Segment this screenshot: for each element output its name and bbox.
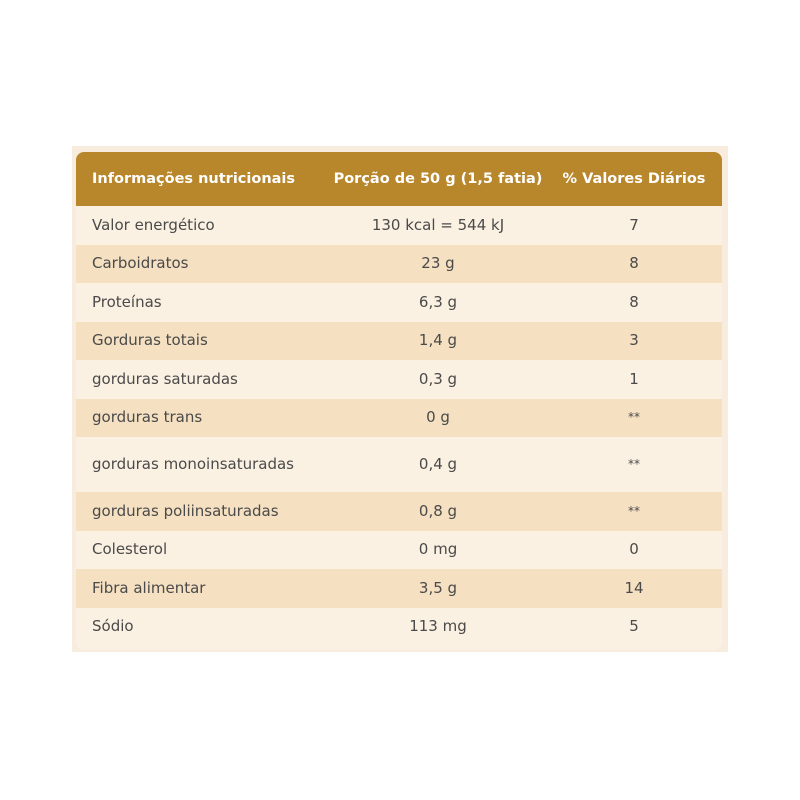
table-row: Sódio 113 mg 5 (76, 607, 722, 646)
table-header: Informações nutricionais Porção de 50 g … (76, 152, 722, 206)
portion-value: 113 mg (409, 617, 467, 636)
nutrient-name: Gorduras totais (92, 331, 208, 350)
table-row: gorduras poliinsaturadas 0,8 g ** (76, 492, 722, 531)
header-nutrient: Informações nutricionais (92, 171, 296, 187)
portion-value: 23 g (421, 254, 455, 273)
nutrient-name: gorduras saturadas (92, 369, 238, 388)
table-row: Valor energético 130 kcal = 544 kJ 7 (76, 206, 722, 245)
nutrient-name: gorduras trans (92, 408, 203, 427)
daily-value: 8 (629, 292, 639, 311)
table-row: gorduras saturadas 0,3 g 1 (76, 360, 722, 399)
nutrient-name: Colesterol (92, 540, 168, 559)
table-row: Gorduras totais 1,4 g 3 (76, 321, 722, 360)
table-row: Carboidratos 23 g 8 (76, 244, 722, 283)
daily-value: 14 (624, 578, 644, 597)
daily-value: 1 (629, 369, 639, 388)
portion-value: 3,5 g (418, 578, 458, 597)
nutrient-name: Valor energético (92, 215, 215, 234)
daily-value: ** (628, 457, 640, 471)
daily-value: ** (628, 503, 640, 518)
daily-value: 8 (629, 254, 639, 273)
portion-value: 0,8 g (418, 501, 458, 520)
portion-value: 0,3 g (418, 369, 458, 388)
header-portion: Porção de 50 g (1,5 fatia) (333, 170, 543, 187)
daily-value: 7 (629, 215, 639, 234)
portion-value: 0 g (426, 408, 450, 427)
header-daily-value: % Valores Diários (562, 170, 706, 187)
nutrient-name: Sódio (92, 617, 134, 636)
daily-value: 3 (629, 331, 639, 350)
table-footer-pad (76, 646, 722, 650)
table-row: gorduras trans 0 g ** (76, 398, 722, 437)
table-row: Colesterol 0 mg 0 (76, 530, 722, 569)
daily-value: 5 (629, 617, 639, 636)
daily-value: ** (628, 410, 640, 425)
portion-value: 0 mg (418, 540, 458, 559)
portion-value: 0,4 g (418, 455, 458, 473)
portion-value: 6,3 g (418, 292, 458, 311)
table-row: Fibra alimentar 3,5 g 14 (76, 569, 722, 608)
nutrition-table: Informações nutricionais Porção de 50 g … (76, 152, 722, 650)
portion-value: 1,4 g (418, 331, 458, 350)
nutrient-name: gorduras poliinsaturadas (92, 501, 279, 520)
table-row: gorduras monoinsaturadas 0,4 g ** (76, 437, 722, 492)
daily-value: 0 (629, 540, 639, 559)
nutrient-name: Proteínas (92, 292, 162, 311)
portion-value: 130 kcal = 544 kJ (371, 215, 505, 234)
nutrient-name: Fibra alimentar (92, 578, 206, 597)
table-row: Proteínas 6,3 g 8 (76, 283, 722, 322)
nutrient-name: gorduras monoinsaturadas (92, 455, 295, 473)
nutrient-name: Carboidratos (92, 254, 189, 273)
